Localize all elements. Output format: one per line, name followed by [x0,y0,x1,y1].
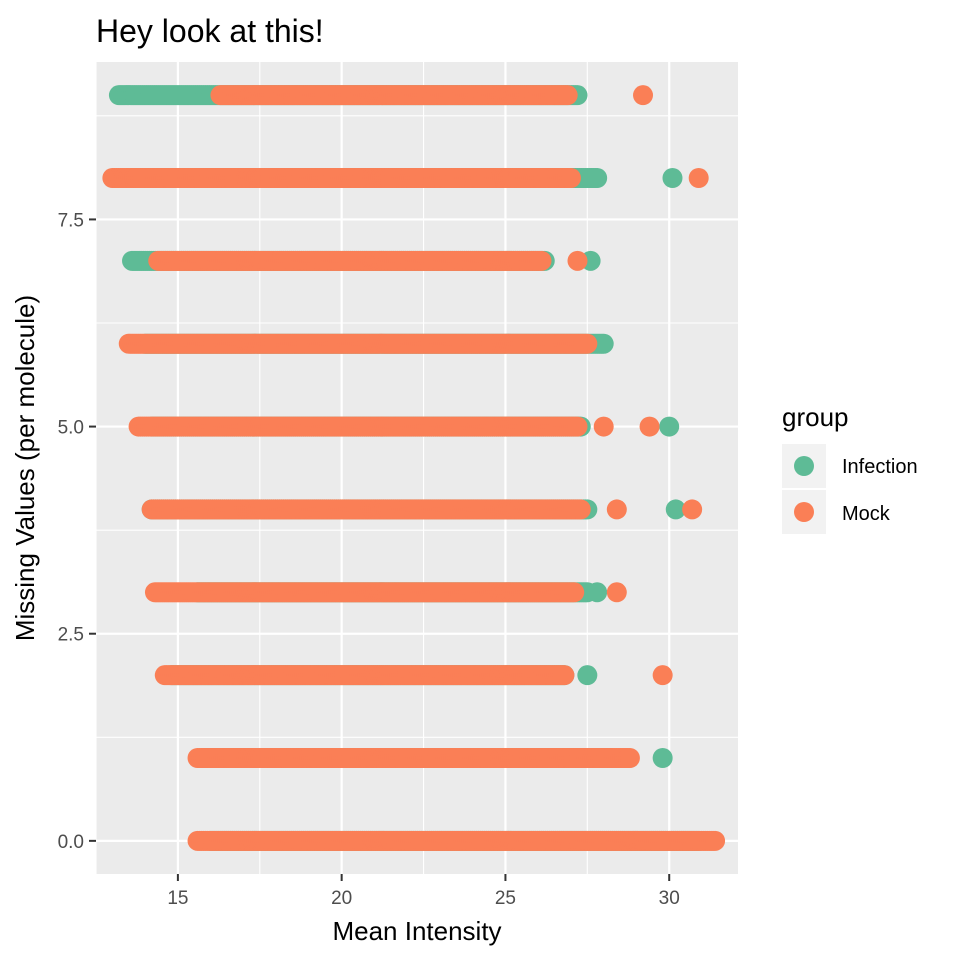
data-point [705,830,726,851]
y-tick-label: 7.5 [58,210,84,231]
data-point [554,665,575,686]
legend-title: group [782,402,849,432]
data-point [567,416,588,437]
data-point-outlier [652,748,673,768]
x-axis-title: Mean Intensity [332,916,501,946]
data-point [619,748,640,768]
data-point-outlier [633,85,654,106]
data-point-outlier [606,499,627,520]
data-point [564,582,585,603]
data-point [557,85,578,106]
y-tick-label: 0.0 [58,832,84,853]
legend-label-mock: Mock [842,503,891,525]
data-point-outlier [665,499,686,520]
x-tick-label: 30 [659,888,680,909]
series-mock [102,85,726,851]
data-point-outlier [587,582,608,603]
data-points [102,85,726,851]
data-point-outlier [688,168,709,188]
data-point [577,333,598,354]
chart-title: Hey look at this! [96,13,324,49]
data-point-outlier [682,499,703,520]
legend: group Infection Mock [782,402,918,534]
x-tick-label: 20 [331,888,352,909]
grid-minor [95,62,738,874]
data-point [587,168,608,188]
data-point [570,499,591,520]
data-point-outlier [662,168,683,188]
y-tick-label: 2.5 [58,625,84,646]
y-tick-label: 5.0 [58,418,84,439]
data-point-outlier [593,416,614,437]
data-point-outlier [606,582,627,603]
legend-label-infection: Infection [842,456,918,478]
data-point-outlier [639,416,660,437]
legend-entry-mock: Mock [782,490,891,534]
legend-entry-infection: Infection [782,444,918,488]
x-tick-label: 25 [495,888,516,909]
data-point [593,333,614,354]
y-axis-title: Missing Values (per molecule) [10,295,40,641]
y-axis-ticks: 0.0 2.5 5.0 7.5 [58,210,96,853]
data-point-outlier [577,665,598,686]
x-axis-ticks: 15 20 25 30 [167,874,680,909]
data-point-outlier [659,416,680,437]
data-point [531,250,552,271]
data-point [560,168,581,188]
data-point-outlier [567,250,588,271]
data-point-outlier [652,665,673,686]
x-tick-label: 15 [167,888,188,909]
plot-panel [96,62,738,874]
legend-marker-mock [794,502,814,522]
legend-marker-infection [794,456,814,476]
